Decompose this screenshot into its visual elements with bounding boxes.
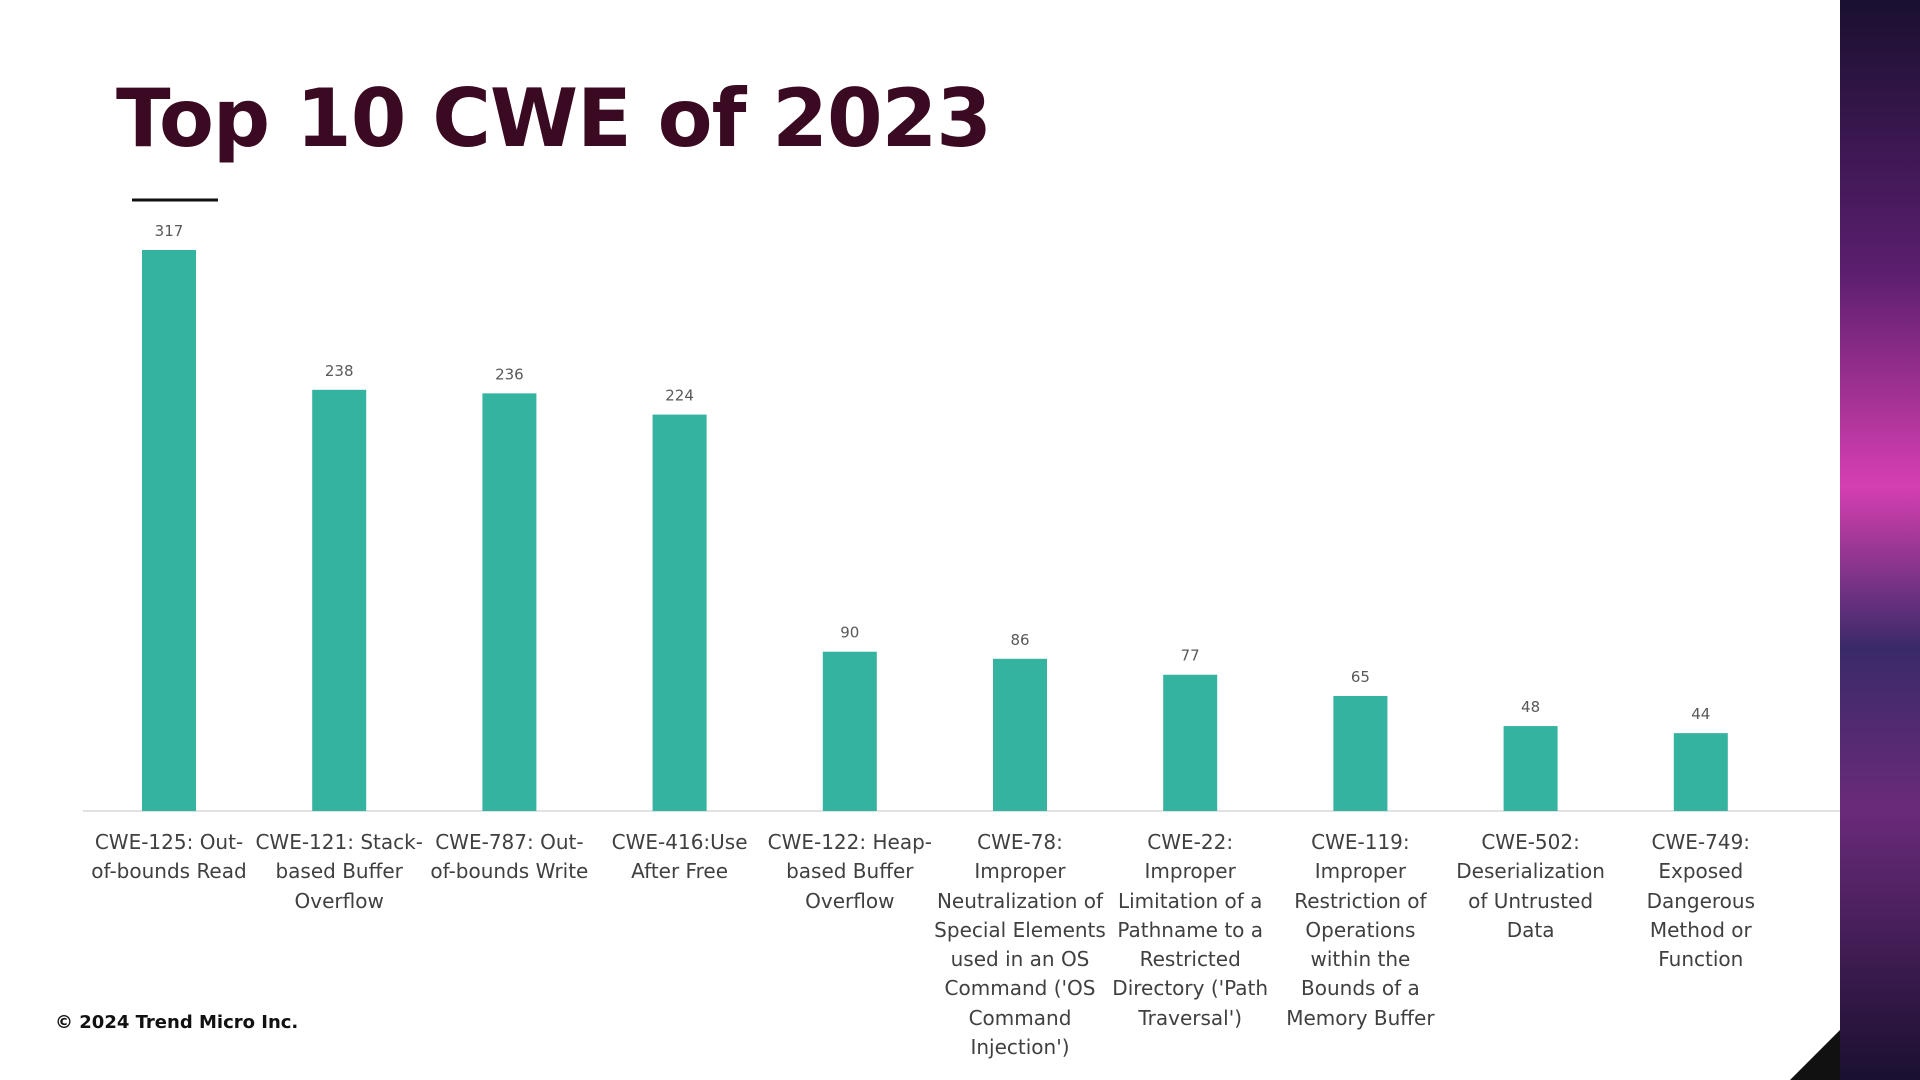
bar	[482, 393, 537, 811]
x-tick-label: CWE-502: Deserialization of Untrusted Da…	[1456, 830, 1605, 942]
x-tick-label: CWE-78: Improper Neutralization of Speci…	[934, 830, 1106, 1060]
bar	[1333, 695, 1388, 811]
data-label: 65	[1351, 668, 1370, 686]
x-tick-label: CWE-121: Stack-based Buffer Overflow	[255, 830, 423, 913]
x-tick-label: CWE-749: Exposed Dangerous Method or Fun…	[1646, 830, 1756, 972]
bar	[142, 250, 196, 811]
bar	[312, 389, 367, 811]
title: Top 10 CWE of 2023	[116, 72, 992, 165]
data-label: 317	[155, 222, 184, 240]
x-tick-label: CWE-416:Use After Free	[611, 830, 748, 884]
data-label: 238	[325, 362, 354, 380]
data-label: 44	[1691, 705, 1710, 723]
bar	[1673, 733, 1728, 811]
decor-strip	[1840, 0, 1920, 1080]
bar	[1503, 726, 1558, 811]
x-tick-label: CWE-119: Improper Restriction of Operati…	[1286, 830, 1435, 1030]
footer: © 2024 Trend Micro Inc.	[55, 1012, 299, 1033]
data-label: 48	[1521, 698, 1540, 716]
data-label: 224	[665, 387, 694, 405]
data-label: 90	[840, 624, 859, 642]
bar	[1163, 674, 1218, 811]
x-tick-label: CWE-122: Heap-based Buffer Overflow	[767, 830, 932, 913]
x-tick-label: CWE-787: Out-of-bounds Write	[430, 830, 589, 884]
x-tick-label: CWE-22: Improper Limitation of a Pathnam…	[1112, 830, 1269, 1030]
x-tick-label: CWE-125: Out-of-bounds Read	[91, 830, 247, 884]
data-label: 86	[1010, 631, 1029, 649]
data-label: 77	[1181, 647, 1200, 665]
bar	[993, 658, 1047, 811]
bar	[822, 651, 877, 811]
decor-corner	[1790, 1030, 1840, 1080]
bar	[652, 414, 707, 811]
data-label: 236	[495, 365, 524, 383]
